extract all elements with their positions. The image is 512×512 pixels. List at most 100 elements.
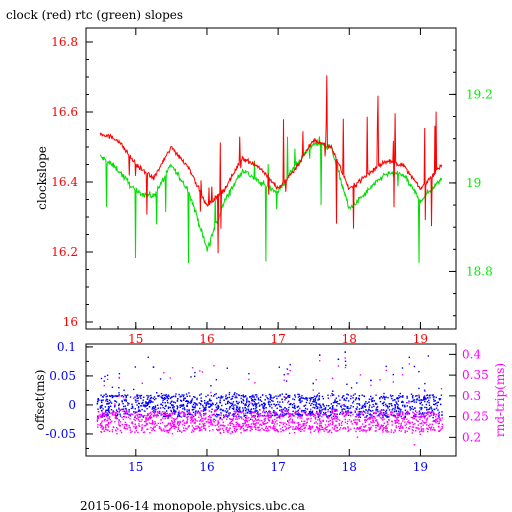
rndtrip-point xyxy=(361,411,363,414)
offset-point xyxy=(359,416,362,418)
rndtrip-point xyxy=(167,429,169,432)
rndtrip-point xyxy=(420,429,423,432)
offset-point xyxy=(383,392,385,395)
offset-point xyxy=(381,403,384,405)
rndtrip-point xyxy=(161,413,163,416)
rndtrip-point xyxy=(101,413,104,415)
rndtrip-point xyxy=(249,430,251,432)
rndtrip-point xyxy=(179,430,181,432)
rndtrip-point xyxy=(290,413,292,416)
rndtrip-point xyxy=(259,424,261,426)
offset-point xyxy=(386,416,389,418)
offset-point xyxy=(137,402,140,405)
offset-point xyxy=(117,413,119,416)
offset-point xyxy=(329,414,331,417)
offset-point xyxy=(255,404,258,406)
rndtrip-point xyxy=(333,428,335,431)
top-x-tick-label: 17 xyxy=(270,332,285,346)
offset-point xyxy=(358,398,360,400)
rndtrip-point xyxy=(366,418,369,420)
offset-point xyxy=(137,407,140,409)
rndtrip-point xyxy=(114,417,117,419)
rndtrip-point xyxy=(371,414,373,416)
rndtrip-point xyxy=(418,428,420,430)
offset-point xyxy=(143,404,145,406)
offset-point xyxy=(387,397,389,399)
offset-point xyxy=(165,405,167,407)
offset-point xyxy=(225,403,227,405)
offset-point xyxy=(164,394,167,397)
offset-point xyxy=(253,408,255,410)
rndtrip-point xyxy=(118,419,120,421)
offset-point xyxy=(232,413,235,416)
offset-point xyxy=(308,412,311,414)
rndtrip-point xyxy=(376,415,378,417)
rndtrip-point xyxy=(315,379,317,381)
offset-point xyxy=(402,395,404,397)
rndtrip-point xyxy=(355,430,357,433)
rndtrip-point xyxy=(438,414,441,416)
rndtrip-point xyxy=(358,415,360,418)
rndtrip-point xyxy=(160,428,162,431)
offset-point xyxy=(322,398,325,400)
rndtrip-point xyxy=(335,420,337,422)
rndtrip-point xyxy=(218,429,220,431)
offset-point xyxy=(153,407,156,410)
rndtrip-point xyxy=(111,413,114,416)
rndtrip-point xyxy=(411,426,413,428)
rndtrip-point xyxy=(439,429,441,431)
offset-point xyxy=(389,403,391,405)
offset-point xyxy=(253,396,255,398)
offset-point xyxy=(318,398,320,401)
offset-point xyxy=(424,382,426,385)
offset-point xyxy=(334,401,336,403)
rndtrip-point xyxy=(391,420,393,422)
offset-point xyxy=(123,389,125,391)
rndtrip-point xyxy=(178,410,180,412)
offset-point xyxy=(190,376,192,378)
offset-point xyxy=(125,395,127,397)
rndtrip-point xyxy=(419,418,421,420)
offset-point xyxy=(350,387,353,389)
rndtrip-point xyxy=(437,422,440,425)
offset-point xyxy=(400,410,402,412)
rndtrip-point xyxy=(376,419,378,421)
offset-point xyxy=(269,394,272,396)
rndtrip-point xyxy=(103,412,105,415)
rndtrip-point xyxy=(303,427,305,429)
offset-point xyxy=(239,409,241,412)
rndtrip-point xyxy=(369,428,371,431)
offset-point xyxy=(102,396,104,398)
rndtrip-point xyxy=(100,423,102,425)
rndtrip-point xyxy=(103,420,105,422)
rndtrip-point xyxy=(166,431,168,433)
offset-point xyxy=(349,411,351,413)
rndtrip-point xyxy=(263,418,265,420)
offset-point xyxy=(115,395,117,397)
rndtrip-point xyxy=(240,412,243,414)
rndtrip-point xyxy=(260,423,262,426)
rndtrip-point xyxy=(164,418,166,420)
rndtrip-point xyxy=(322,428,324,430)
rndtrip-point xyxy=(397,416,400,419)
offset-point xyxy=(377,411,379,413)
rndtrip-point xyxy=(122,418,125,421)
rndtrip-point xyxy=(404,421,406,423)
offset-point xyxy=(236,407,238,409)
offset-point xyxy=(428,395,431,397)
offset-point xyxy=(156,414,158,416)
offset-point xyxy=(288,396,290,398)
offset-point xyxy=(184,408,186,411)
offset-point xyxy=(250,409,252,411)
rndtrip-point xyxy=(431,411,433,413)
rndtrip-point xyxy=(393,415,396,417)
rndtrip-point xyxy=(431,423,434,426)
top-left-tick-label: 16.6 xyxy=(51,105,78,119)
offset-point xyxy=(289,394,291,397)
offset-point xyxy=(364,406,366,408)
rndtrip-point xyxy=(292,421,294,423)
offset-point xyxy=(162,397,165,400)
rndtrip-point xyxy=(138,425,141,428)
offset-point xyxy=(279,401,281,403)
offset-point xyxy=(115,415,117,417)
